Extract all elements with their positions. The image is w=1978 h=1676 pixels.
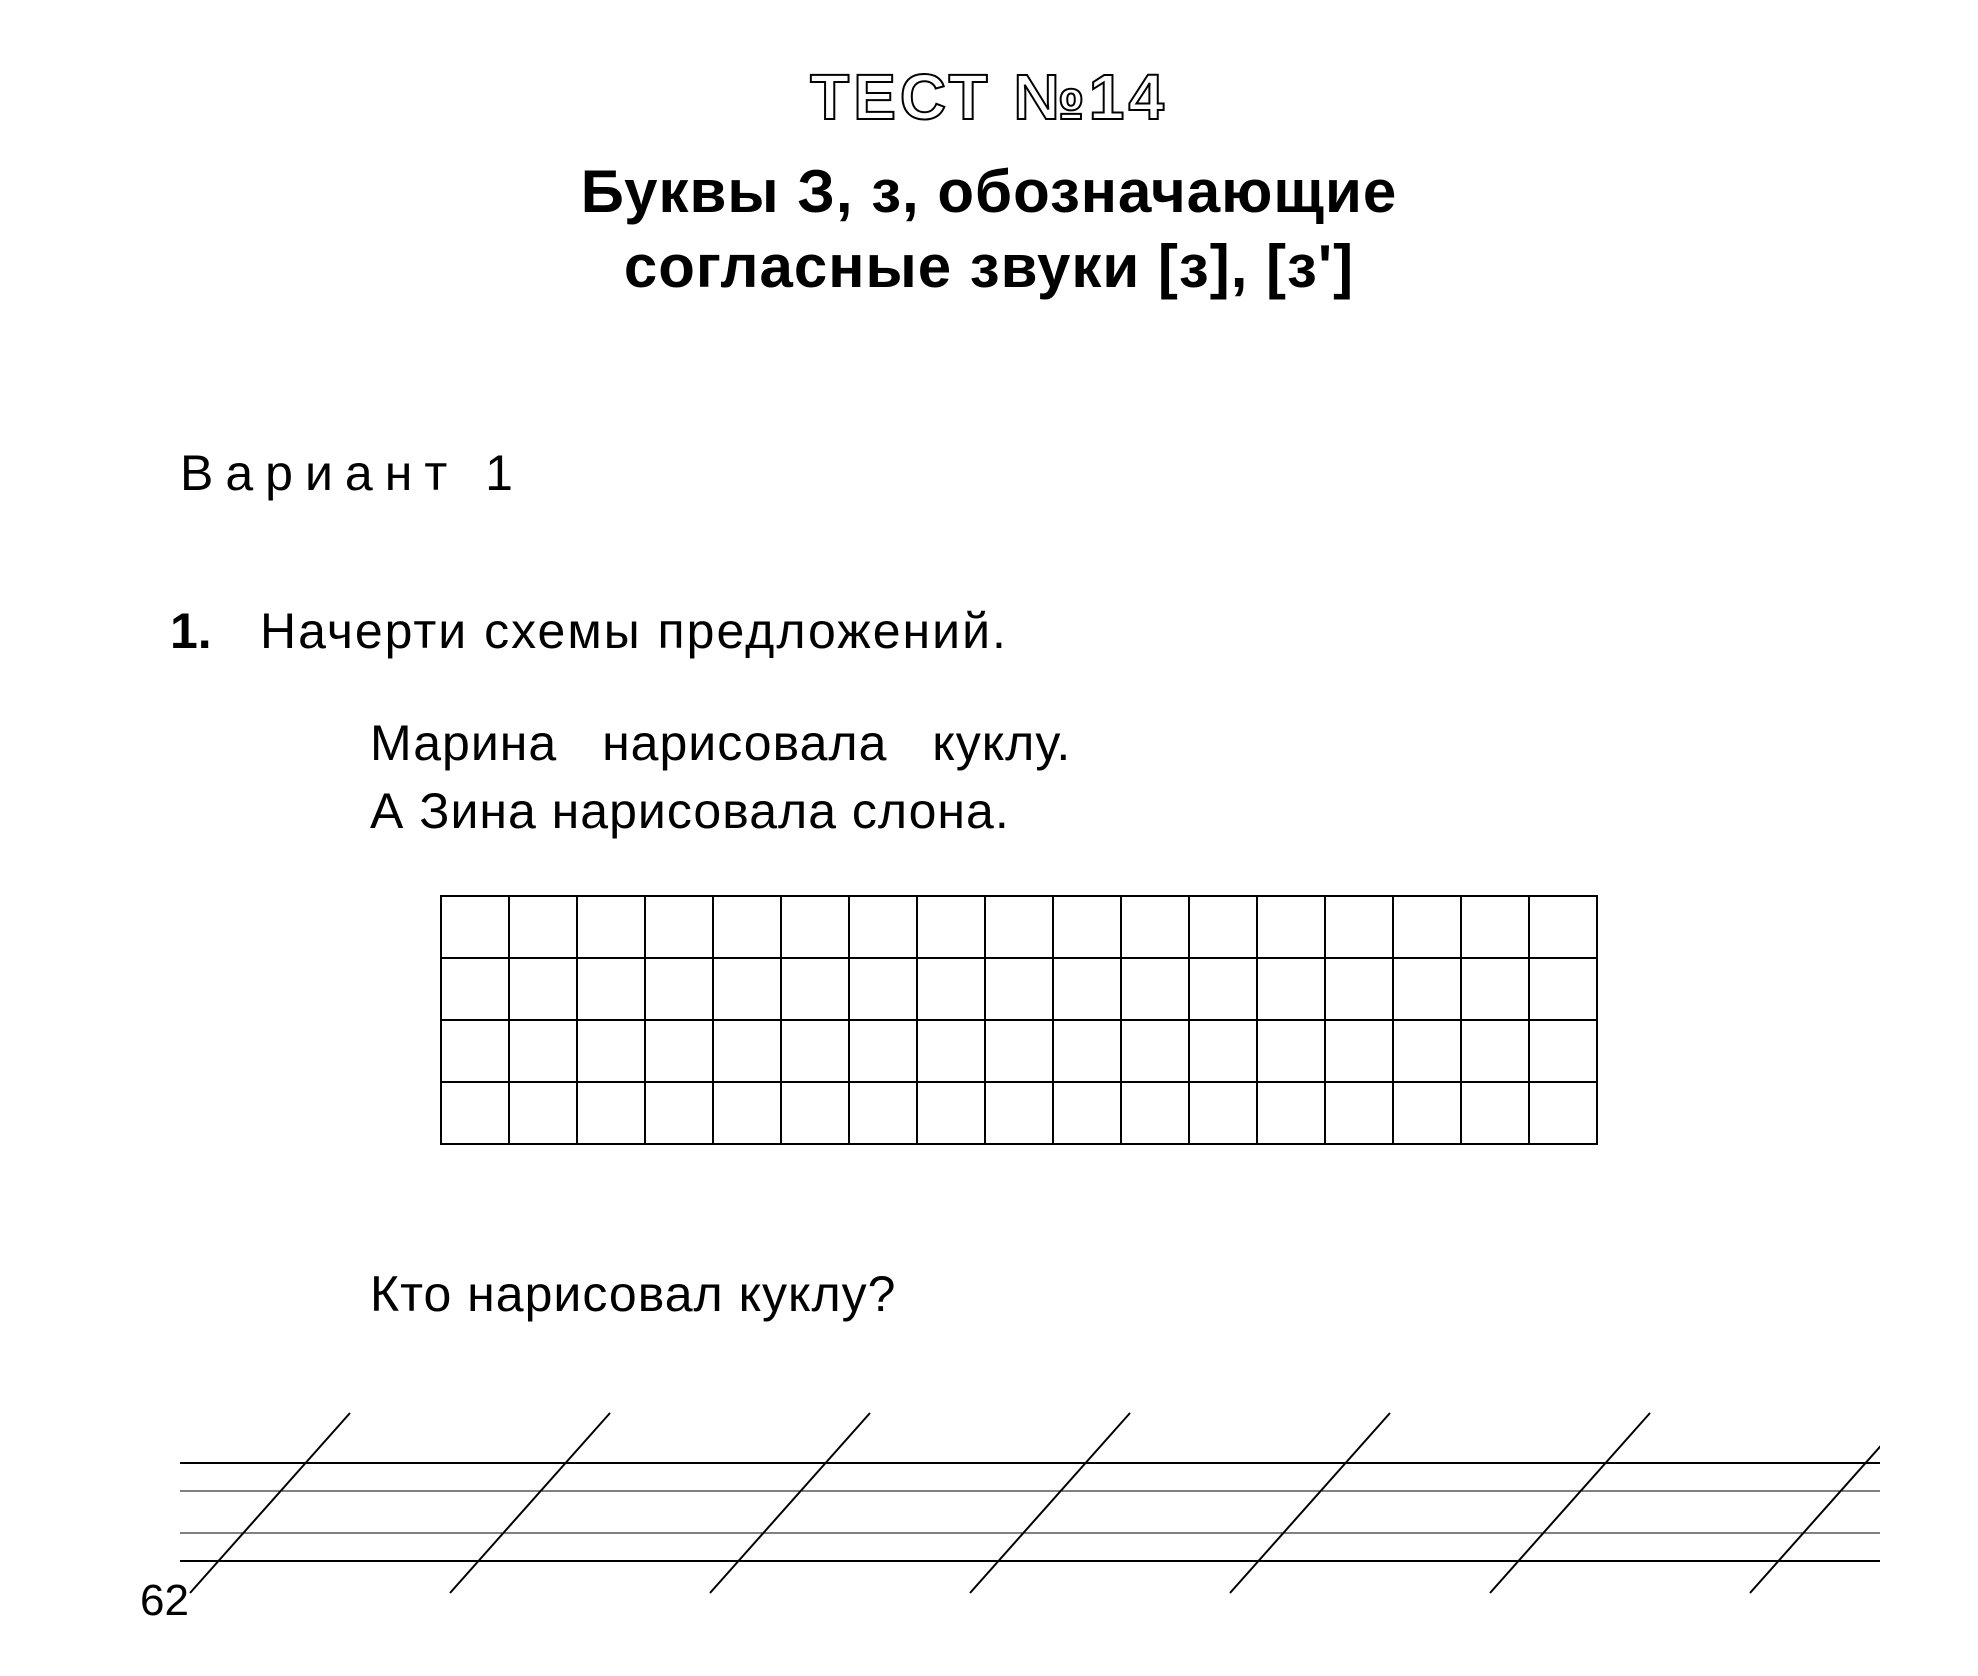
variant-label: Вариант 1: [180, 444, 1838, 502]
grid-cell: [1393, 1020, 1461, 1082]
grid-cell: [577, 1082, 645, 1144]
grid-cell: [849, 1082, 917, 1144]
handwriting-lines-container: [180, 1403, 1798, 1608]
answer-grid: [440, 895, 1598, 1145]
grid-cell: [509, 1082, 577, 1144]
test-number-heading: ТЕСТ №14: [140, 60, 1838, 134]
grid-cell: [1053, 1020, 1121, 1082]
grid-cell: [509, 958, 577, 1020]
grid-cell: [1529, 1082, 1597, 1144]
grid-cell: [441, 896, 509, 958]
grid-cell: [1121, 896, 1189, 958]
grid-cell: [917, 958, 985, 1020]
grid-cell: [1189, 1020, 1257, 1082]
grid-cell: [1189, 958, 1257, 1020]
grid-cell: [781, 896, 849, 958]
grid-cell: [781, 1082, 849, 1144]
grid-cell: [1461, 1082, 1529, 1144]
grid-cell: [1257, 1020, 1325, 1082]
grid-cell: [577, 958, 645, 1020]
grid-cell: [917, 1020, 985, 1082]
grid-cell: [849, 896, 917, 958]
grid-cell: [1053, 896, 1121, 958]
grid-cell: [441, 1020, 509, 1082]
worksheet-title: Буквы З, з, обозначающие согласные звуки…: [140, 154, 1838, 304]
example-sentences: Марина нарисовала куклу. А Зина нарисова…: [370, 710, 1838, 845]
grid-cell: [577, 1020, 645, 1082]
grid-cell: [781, 958, 849, 1020]
grid-cell: [917, 1082, 985, 1144]
grid-cell: [1461, 1020, 1529, 1082]
grid-cell: [1325, 958, 1393, 1020]
grid-cell: [1121, 958, 1189, 1020]
handwriting-lines: [180, 1403, 1880, 1603]
grid-cell: [509, 896, 577, 958]
task-instruction: Начерти схемы предложений.: [260, 602, 1008, 660]
grid-cell: [1393, 1082, 1461, 1144]
grid-cell: [1393, 958, 1461, 1020]
grid-cell: [849, 958, 917, 1020]
grid-cell: [645, 958, 713, 1020]
grid-cell: [1189, 1082, 1257, 1144]
task-number: 1.: [170, 602, 260, 660]
sentence-1: Марина нарисовала куклу.: [370, 710, 1838, 778]
grid-cell: [645, 896, 713, 958]
page-number: 62: [140, 1576, 189, 1626]
grid-cell: [849, 1020, 917, 1082]
grid-cell: [985, 958, 1053, 1020]
grid-cell: [713, 896, 781, 958]
grid-cell: [441, 1082, 509, 1144]
grid-cell: [1053, 1082, 1121, 1144]
grid-cell: [1257, 896, 1325, 958]
grid-cell: [577, 896, 645, 958]
grid-cell: [1257, 958, 1325, 1020]
grid-cell: [1529, 896, 1597, 958]
grid-cell: [1529, 958, 1597, 1020]
grid-cell: [1053, 958, 1121, 1020]
grid-cell: [1325, 1082, 1393, 1144]
grid-cell: [1461, 958, 1529, 1020]
answer-grid-container: [440, 895, 1838, 1145]
grid-cell: [713, 1082, 781, 1144]
grid-cell: [1529, 1020, 1597, 1082]
grid-cell: [713, 1020, 781, 1082]
grid-cell: [1121, 1082, 1189, 1144]
worksheet-page: ТЕСТ №14 Буквы З, з, обозначающие соглас…: [0, 0, 1978, 1676]
grid-cell: [1325, 896, 1393, 958]
grid-cell: [645, 1020, 713, 1082]
grid-cell: [1393, 896, 1461, 958]
grid-cell: [1189, 896, 1257, 958]
grid-cell: [985, 1020, 1053, 1082]
grid-cell: [1325, 1020, 1393, 1082]
grid-cell: [509, 1020, 577, 1082]
question-text: Кто нарисовал куклу?: [370, 1265, 1838, 1323]
grid-cell: [1461, 896, 1529, 958]
grid-cell: [1257, 1082, 1325, 1144]
task-1: 1. Начерти схемы предложений.: [140, 602, 1838, 660]
grid-cell: [441, 958, 509, 1020]
title-line-2: согласные звуки [з], [з']: [624, 233, 1354, 300]
grid-cell: [1121, 1020, 1189, 1082]
grid-cell: [645, 1082, 713, 1144]
title-line-1: Буквы З, з, обозначающие: [581, 158, 1397, 225]
sentence-2: А Зина нарисовала слона.: [370, 778, 1838, 846]
grid-cell: [781, 1020, 849, 1082]
grid-cell: [713, 958, 781, 1020]
grid-cell: [985, 1082, 1053, 1144]
grid-cell: [985, 896, 1053, 958]
grid-cell: [917, 896, 985, 958]
